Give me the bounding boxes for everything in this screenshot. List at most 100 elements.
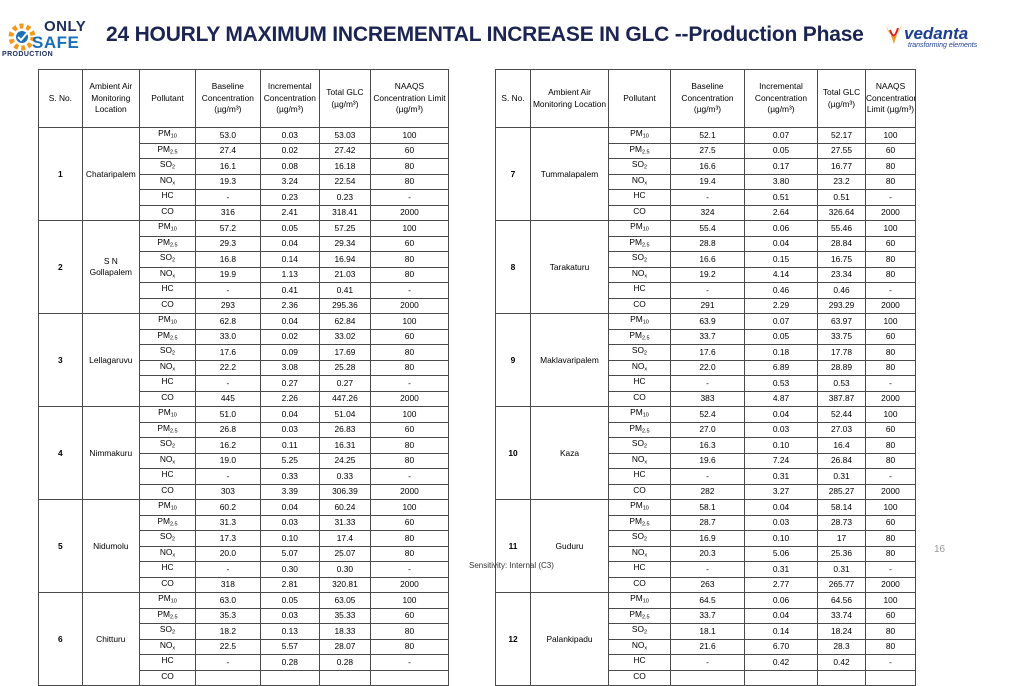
incremental-cell: 0.03 xyxy=(259,514,320,531)
glc-table-left: S. No. Ambient Air Monitoring Location P… xyxy=(38,69,450,686)
naaqs-limit-cell: - xyxy=(865,282,916,299)
pollutant-subscript: 2 xyxy=(644,443,648,450)
total-glc-cell: 17.4 xyxy=(318,530,371,547)
header-naaqs-limit: NAAQS Concentration Limit (µg/m³) xyxy=(369,69,450,128)
incremental-cell: 0.03 xyxy=(259,607,320,624)
pollutant-subscript: x xyxy=(172,552,176,558)
incremental-cell: 0.02 xyxy=(259,142,320,159)
baseline-cell: 318 xyxy=(195,576,261,593)
incremental-cell: 4.14 xyxy=(744,266,818,283)
pollutant-cell: PM2.5 xyxy=(138,235,197,252)
table-row: 11 Guduru PM10 58.1 0.04 58.14 100 xyxy=(495,499,916,593)
incremental-cell: 0.31 xyxy=(744,468,818,485)
total-glc-cell: 0.42 xyxy=(817,654,866,671)
pollutant-name: NO xyxy=(631,546,645,557)
incremental-cell: 0.14 xyxy=(744,623,818,640)
total-glc-cell: 63.05 xyxy=(318,592,371,609)
table-row: HC -0.51 0.51- xyxy=(496,189,916,206)
pollutant-subscript: x xyxy=(172,645,176,651)
total-glc-cell: 447.26 xyxy=(318,390,371,407)
incremental-cell: 6.89 xyxy=(744,359,818,376)
table-row: 1 Chataripalem PM10 53.0 0.03 53.03 100 xyxy=(38,127,450,221)
pollutant-cell: NOx xyxy=(138,452,197,469)
incremental-cell: 0.10 xyxy=(744,530,818,547)
total-glc-cell: 16.4 xyxy=(817,437,866,454)
pollutant-name: HC xyxy=(161,283,174,293)
incremental-cell: 0.28 xyxy=(259,654,320,671)
location-cell: Nidumolu xyxy=(81,499,140,593)
pollutant-name: NO xyxy=(159,267,173,278)
naaqs-limit-cell: 100 xyxy=(865,499,916,516)
table-row: 6 Chitturu PM10 63.0 0.05 63.05 100 xyxy=(38,592,450,686)
incremental-cell: 0.17 xyxy=(744,158,818,175)
header-total-glc: Total GLC (µg/m³) xyxy=(817,69,866,128)
pollutant-name: SO xyxy=(631,438,645,448)
logo-text-production: PRODUCTION xyxy=(2,51,54,58)
incremental-cell: 0.07 xyxy=(744,127,818,144)
pollutant-name: PM xyxy=(157,422,170,433)
baseline-cell: - xyxy=(195,189,261,206)
pollutant-name: CO xyxy=(161,298,174,309)
total-glc-cell: 23.2 xyxy=(817,173,866,190)
table-row: PM2.5 33.7 0.05 33.75 60 xyxy=(496,328,916,345)
baseline-cell: 22.5 xyxy=(195,638,261,655)
total-glc-cell: 57.25 xyxy=(318,220,371,237)
table-row: PM2.5 27.0 0.03 27.03 60 xyxy=(496,421,916,438)
pollutant-subscript: 10 xyxy=(642,598,649,605)
baseline-cell: 16.1 xyxy=(195,158,261,175)
pollutant-subscript: 2 xyxy=(644,536,648,543)
sno-cell: 5 xyxy=(38,499,83,593)
pollutant-cell: NOx xyxy=(138,638,197,655)
pollutant-cell: CO xyxy=(608,669,671,686)
naaqs-limit-cell: 80 xyxy=(369,173,450,190)
table-row: 9 Maklavaripalem PM10 63.9 0.07 63.97 100 xyxy=(495,313,916,407)
pollutant-cell: SO2 xyxy=(138,530,197,547)
naaqs-limit-cell: 80 xyxy=(865,173,916,190)
pollutant-name: PM xyxy=(158,221,171,231)
pollutant-name: HC xyxy=(633,376,646,386)
incremental-cell: 0.03 xyxy=(744,421,818,438)
header-sno: S. No. xyxy=(495,69,531,128)
pollutant-cell: HC xyxy=(608,561,671,578)
pollutant-subscript: 2.5 xyxy=(169,149,178,155)
table-row: 4 Nimmakuru PM10 51.0 0.04 51.04 100 xyxy=(38,406,450,500)
table-row: 10 Kaza PM10 52.4 0.04 52.44 100 xyxy=(495,406,916,500)
pollutant-cell: PM10 xyxy=(138,406,197,423)
naaqs-limit-cell: 2000 xyxy=(865,390,916,407)
table-row: NOx 19.0 5.25 24.25 80 xyxy=(39,452,450,469)
naaqs-limit-cell: 2000 xyxy=(369,483,450,500)
pollutant-name: SO xyxy=(159,345,173,355)
pollutant-subscript: 2.5 xyxy=(641,335,650,341)
pollutant-subscript: x xyxy=(644,180,648,186)
pollutant-cell: PM10 xyxy=(608,592,671,609)
total-glc-cell: 0.31 xyxy=(817,468,866,485)
pollutant-name: SO xyxy=(631,345,645,355)
naaqs-limit-cell: 80 xyxy=(865,437,916,454)
pollutant-name: NO xyxy=(631,360,645,371)
pollutant-cell: HC xyxy=(608,654,671,671)
pollutant-cell: CO xyxy=(608,390,671,407)
pollutant-subscript: 2.5 xyxy=(169,521,178,527)
pollutant-subscript: x xyxy=(644,366,648,372)
incremental-cell: 0.09 xyxy=(259,344,320,361)
pollutant-subscript: 2.5 xyxy=(169,428,178,434)
total-glc-cell: 326.64 xyxy=(817,204,866,221)
incremental-cell: 0.18 xyxy=(744,344,818,361)
pollutant-cell: PM10 xyxy=(138,220,197,237)
naaqs-limit-cell: 80 xyxy=(369,452,450,469)
pollutant-name: NO xyxy=(159,453,173,464)
pollutant-cell: NOx xyxy=(608,452,671,469)
naaqs-limit-cell: 80 xyxy=(865,158,916,175)
total-glc-cell: 0.51 xyxy=(817,189,866,206)
total-glc-cell: 55.46 xyxy=(817,220,866,237)
pollutant-cell: PM2.5 xyxy=(138,607,197,624)
pollutant-name: CO xyxy=(633,298,646,309)
incremental-cell: 0.41 xyxy=(259,282,320,299)
pollutant-name: SO xyxy=(159,438,173,448)
location-cell: Tarakaturu xyxy=(530,220,609,314)
pollutant-name: PM xyxy=(158,593,171,603)
naaqs-limit-cell: 80 xyxy=(865,623,916,640)
incremental-cell: 5.07 xyxy=(259,545,320,562)
naaqs-limit-cell: 100 xyxy=(369,127,450,144)
total-glc-cell: 295.36 xyxy=(318,297,371,314)
